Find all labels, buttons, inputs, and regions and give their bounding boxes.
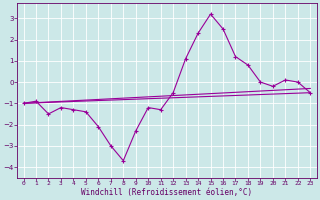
X-axis label: Windchill (Refroidissement éolien,°C): Windchill (Refroidissement éolien,°C) xyxy=(81,188,252,197)
